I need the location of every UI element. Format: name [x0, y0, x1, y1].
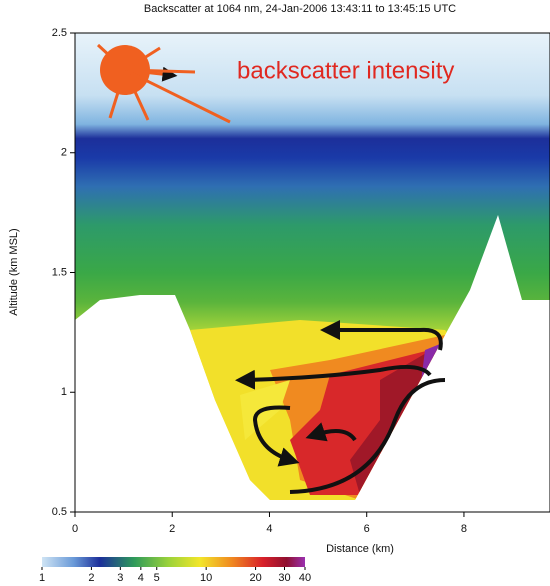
- y-tick-label: 2: [61, 147, 67, 159]
- colorbar-tick-label: 10: [200, 572, 212, 584]
- colorbar: [42, 557, 305, 567]
- colorbar-tick-label: 40: [299, 572, 311, 584]
- colorbar-tick-label: 1: [39, 572, 45, 584]
- x-tick-label: 8: [461, 523, 467, 535]
- x-tick-label: 2: [169, 523, 175, 535]
- colorbar-tick-label: 2: [88, 572, 94, 584]
- y-tick-label: 1.5: [52, 266, 67, 278]
- annotation: backscatter intensity: [237, 57, 454, 84]
- y-axis-label: Altitude (km MSL): [8, 228, 20, 315]
- x-tick-label: 4: [266, 523, 272, 535]
- x-axis-label: Distance (km): [326, 543, 394, 555]
- colorbar-tick-label: 4: [138, 572, 144, 584]
- sun-icon: [96, 43, 231, 124]
- y-tick-label: 0.5: [52, 506, 67, 518]
- colorbar-tick-label: 3: [117, 572, 123, 584]
- x-tick-label: 0: [72, 523, 78, 535]
- colorbar-tick-label: 30: [278, 572, 290, 584]
- flow-arrows: [235, 320, 446, 494]
- chart-title: Backscatter at 1064 nm, 24-Jan-2006 13:4…: [144, 3, 456, 15]
- x-tick-label: 6: [364, 523, 370, 535]
- backscatter-field: [75, 33, 550, 500]
- y-tick-label: 2.5: [52, 27, 67, 39]
- y-tick-label: 1: [61, 386, 67, 398]
- colorbar-tick-label: 20: [249, 572, 261, 584]
- colorbar-tick-label: 5: [154, 572, 160, 584]
